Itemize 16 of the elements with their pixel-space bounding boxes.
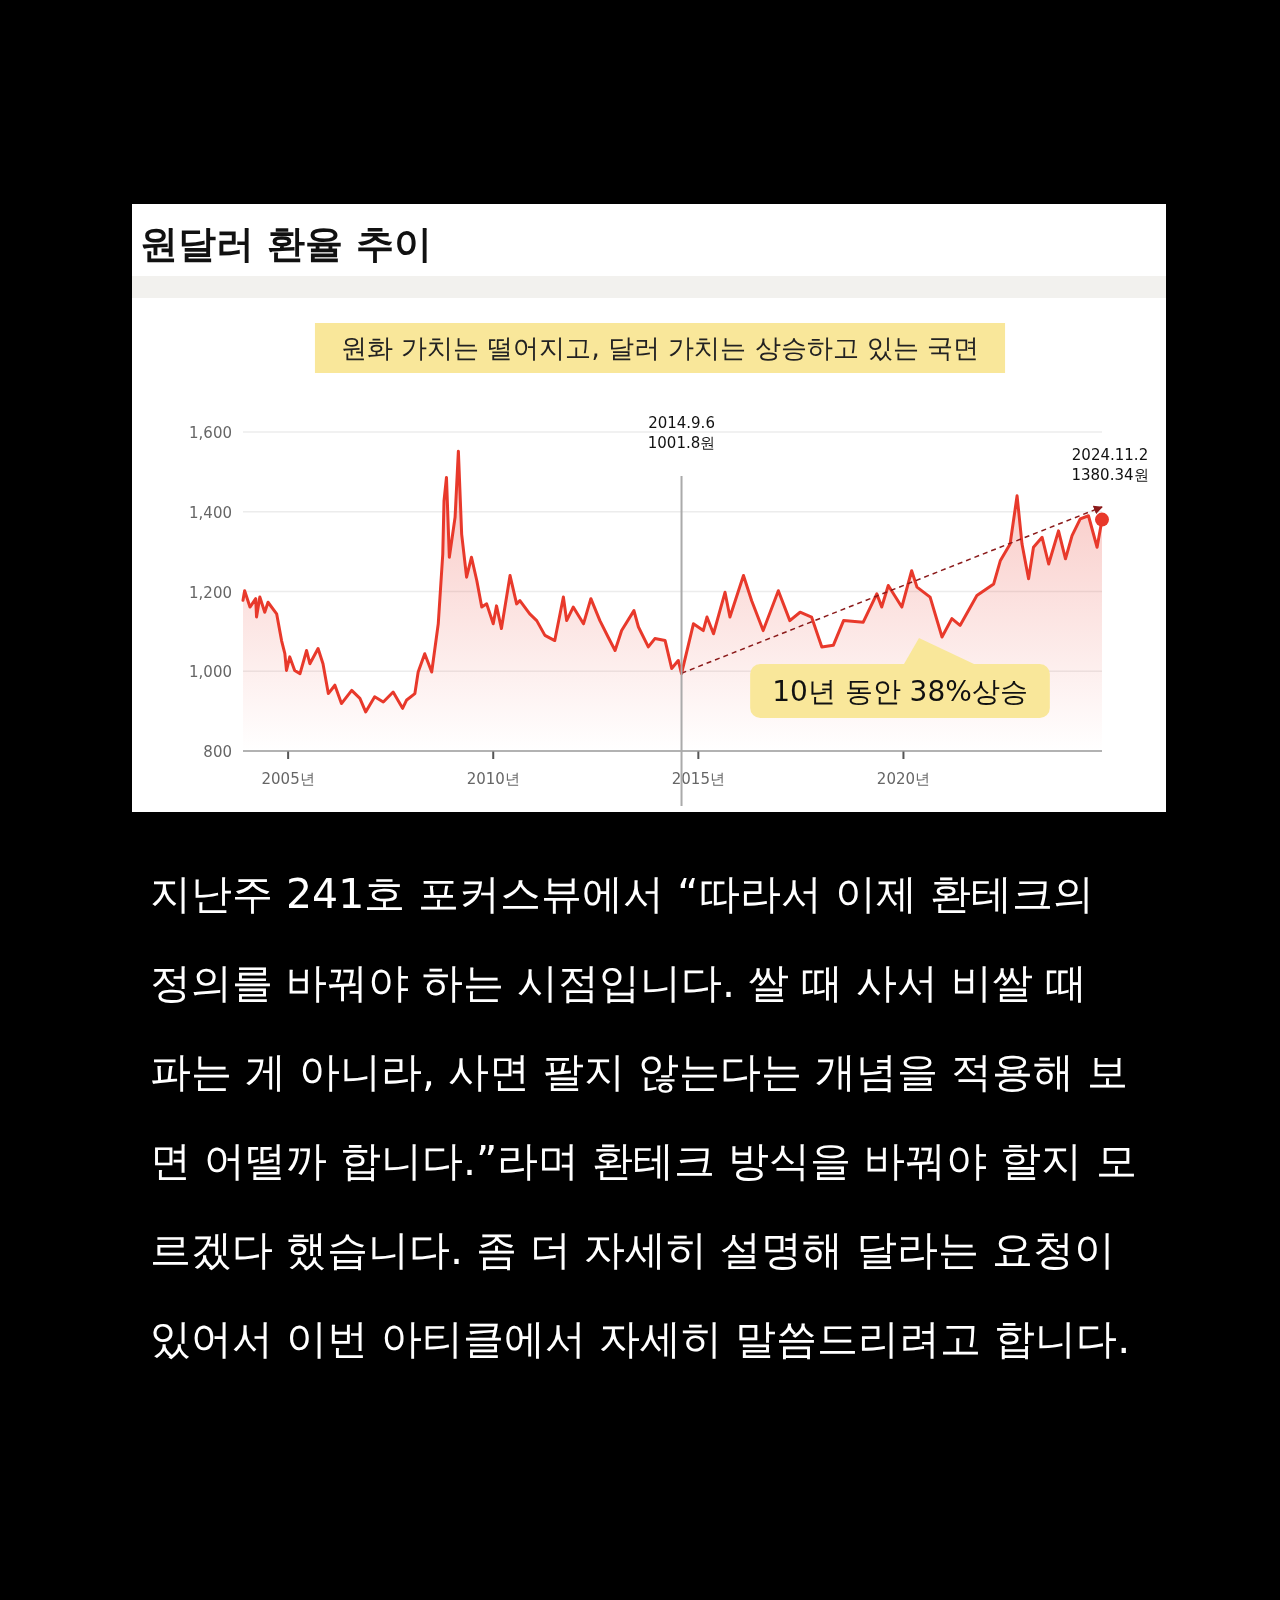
ref-line-label: 2014.9.6 1001.8원	[647, 414, 716, 453]
x-tick-label: 2020년	[876, 770, 931, 788]
y-tick-label: 800	[203, 743, 232, 761]
y-tick-label: 1,600	[189, 424, 232, 442]
x-tick-label: 2005년	[261, 770, 315, 788]
y-tick-label: 1,000	[189, 663, 232, 682]
chart-title: 원달러 환율 추이	[140, 222, 433, 266]
y-tick-label: 1,200	[189, 583, 232, 602]
x-tick-label: 2015년	[671, 770, 725, 788]
text: 지난주 241호 포커스뷰에서 “따라서 이제 환테크의 정의를 바꿔야 하는 시점입니다. 쌀 때 사서 비쌀 때 파는 게 아니라, 사면 팔지 않는다는 개념을 적용해 보면 어떨까 합니다.”라며 환테크 방식을 바꿔야 할지 모르겠다 했습니다. 좀 더 자세히 설명해 달라는 요청이 있어서 이번 아티클에서 자세히 말씀드리려고 합니다.	[150, 869, 1138, 1365]
annotation: 10년 동안 38%상승	[772, 675, 1028, 708]
y-tick-label: 1,400	[189, 503, 232, 522]
annotation: 2024.11.2 1380.34원	[1071, 445, 1149, 484]
callout: 10년 동안 38%상승	[750, 638, 1050, 718]
chart-subtitle: 원화 가치는 떨어지고, 달러 가치는 상승하고 있는 국면	[340, 333, 980, 363]
x-tick-label: 2010년	[466, 770, 520, 788]
